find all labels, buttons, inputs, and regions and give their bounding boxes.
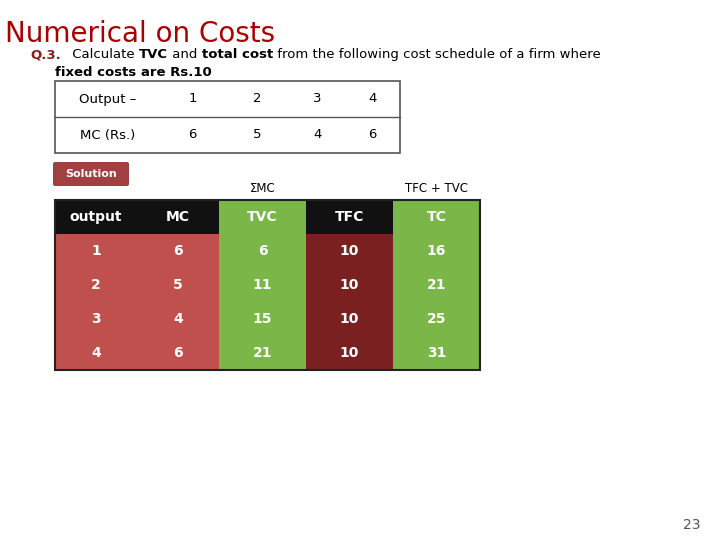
Text: and: and [168,48,202,61]
Text: 2: 2 [253,92,262,105]
Text: 21: 21 [427,278,446,292]
Bar [219,336,306,370]
Text: Numerical on Costs: Numerical on Costs [5,20,275,48]
Bar [55,336,137,370]
Text: 6: 6 [174,346,183,360]
Bar [219,302,306,336]
Text: ΣMC: ΣMC [250,181,275,194]
Bar [137,336,219,370]
Text: 5: 5 [253,129,262,141]
Text: 6: 6 [258,244,267,258]
Bar [306,302,393,336]
Bar [393,234,480,268]
Text: 10: 10 [340,346,359,360]
Text: TVC: TVC [139,48,168,61]
Text: TFC: TFC [335,210,364,224]
Bar [219,200,306,234]
Text: 4: 4 [369,92,377,105]
Text: output: output [70,210,122,224]
Text: 10: 10 [340,312,359,326]
Text: TC: TC [426,210,446,224]
Text: 3: 3 [313,92,322,105]
Text: Calculate: Calculate [68,48,139,61]
Text: 5: 5 [173,278,183,292]
Bar [306,268,393,302]
Text: 2: 2 [91,278,101,292]
Bar [393,268,480,302]
Text: Solution: Solution [65,169,117,179]
Text: 10: 10 [340,278,359,292]
Text: MC (Rs.): MC (Rs.) [80,129,135,141]
Bar [55,234,137,268]
Bar [55,268,137,302]
Text: 25: 25 [427,312,446,326]
Bar [137,268,219,302]
Bar [306,234,393,268]
Text: 10: 10 [340,244,359,258]
Text: 6: 6 [369,129,377,141]
Text: Q.3.: Q.3. [30,48,60,61]
Bar [55,200,480,370]
Bar [393,336,480,370]
Text: 15: 15 [253,312,272,326]
Text: 31: 31 [427,346,446,360]
Text: 4: 4 [173,312,183,326]
Text: 4: 4 [313,129,322,141]
Text: Output –: Output – [78,92,136,105]
Bar [137,302,219,336]
Text: 1: 1 [188,92,197,105]
Text: 6: 6 [189,129,197,141]
Bar [55,81,400,153]
Text: 6: 6 [174,244,183,258]
Text: fixed costs are Rs.10: fixed costs are Rs.10 [55,66,212,79]
Bar [393,200,480,234]
Bar [306,336,393,370]
Bar [137,200,219,234]
Bar [55,302,137,336]
FancyBboxPatch shape [53,162,129,186]
Bar [219,234,306,268]
Text: from the following cost schedule of a firm where: from the following cost schedule of a fi… [273,48,600,61]
Text: 3: 3 [91,312,101,326]
Bar [219,268,306,302]
Bar [393,302,480,336]
Text: 1: 1 [91,244,101,258]
Bar [306,200,393,234]
Text: 21: 21 [253,346,272,360]
Text: TVC: TVC [247,210,278,224]
Text: TFC + TVC: TFC + TVC [405,181,468,194]
Text: 11: 11 [253,278,272,292]
Text: 16: 16 [427,244,446,258]
Text: 4: 4 [91,346,101,360]
Text: MC: MC [166,210,190,224]
Text: 23: 23 [683,518,700,532]
Bar [137,234,219,268]
Bar [55,200,137,234]
Text: total cost: total cost [202,48,273,61]
